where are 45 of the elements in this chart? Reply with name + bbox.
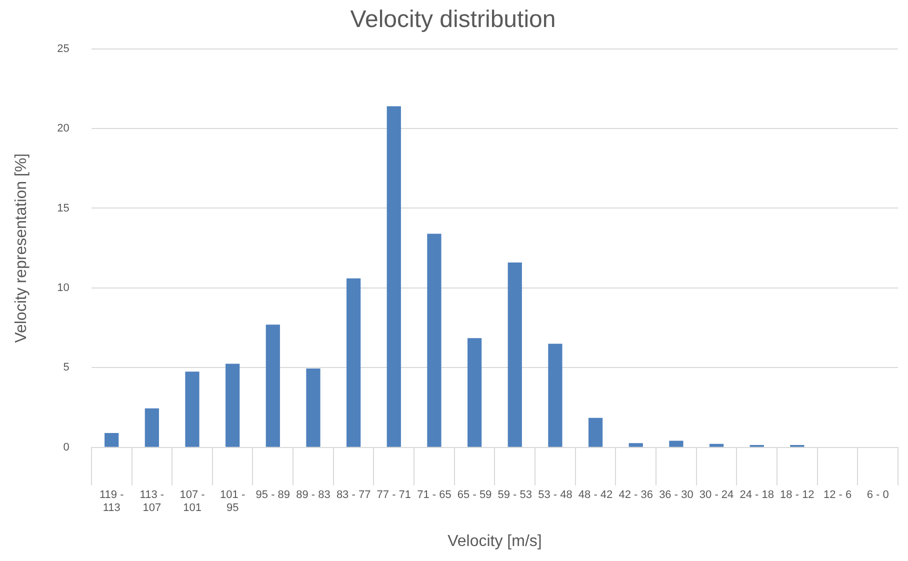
x-tick-label: 107 - 101 (180, 489, 206, 514)
x-tick-label: 53 - 48 (538, 489, 572, 502)
x-tick-label: 113 - 107 (140, 489, 164, 514)
y-tick-label: 15 (57, 202, 70, 214)
x-tick-label: 89 - 83 (296, 489, 330, 502)
bar (386, 106, 401, 447)
y-tick-label: 25 (57, 42, 70, 55)
bar (709, 444, 724, 447)
y-tick-label: 20 (57, 122, 70, 135)
x-tick-label: 101 - 95 (220, 489, 246, 514)
x-tick-label: 65 - 59 (457, 489, 492, 502)
y-tick-label: 5 (63, 362, 70, 374)
x-tick-label: 83 - 77 (336, 489, 371, 502)
bar (185, 372, 200, 447)
y-tick-label: 10 (57, 282, 70, 294)
bar (548, 344, 562, 447)
x-axis-title: Velocity [m/s] (448, 532, 542, 550)
y-tick-label: 0 (63, 441, 70, 454)
x-tick-label: 18 - 12 (780, 489, 814, 502)
bar (104, 433, 119, 447)
x-tick-label: 12 - 6 (823, 489, 852, 502)
bar (588, 418, 603, 447)
x-tick-label: 30 - 24 (699, 489, 734, 502)
x-tick-label: 24 - 18 (740, 489, 774, 502)
bar (226, 364, 240, 447)
x-tick-label: 36 - 30 (659, 489, 694, 502)
bar (266, 324, 280, 447)
bar (346, 278, 361, 447)
x-tick-label: 59 - 53 (498, 489, 532, 502)
y-axis-title: Velocity representation [%] (13, 153, 30, 343)
bar (144, 408, 159, 447)
bar (508, 262, 522, 447)
bar (306, 368, 320, 447)
x-tick-label: 48 - 42 (578, 489, 613, 502)
x-tick-label: 95 - 89 (256, 489, 290, 502)
bar (669, 440, 684, 447)
chart-title: Velocity distribution (350, 6, 556, 34)
x-tick-label: 6 - 0 (866, 489, 889, 502)
bar (467, 338, 482, 447)
x-tick-label: 42 - 36 (618, 489, 653, 502)
x-tick-label: 77 - 71 (376, 489, 412, 502)
bar (427, 234, 442, 447)
x-tick-label: 71 - 65 (417, 489, 452, 502)
x-tick-label: 119 - 113 (99, 489, 124, 514)
bar (628, 443, 643, 447)
